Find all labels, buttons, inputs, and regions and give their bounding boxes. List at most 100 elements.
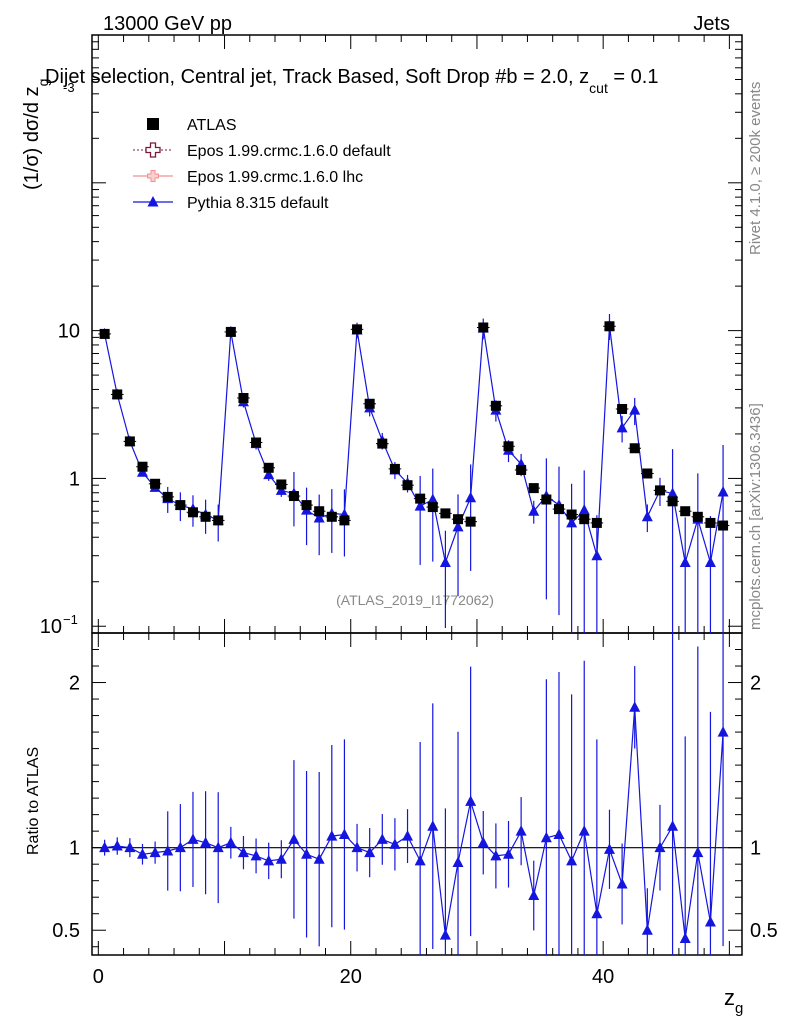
ratio-point (654, 841, 666, 853)
atlas-point (705, 517, 716, 528)
atlas-point (490, 400, 501, 411)
ratio-point (427, 820, 439, 831)
atlas-point (629, 443, 640, 454)
atlas-point (339, 515, 350, 526)
pythia-point (717, 485, 729, 497)
atlas-point (124, 436, 135, 447)
ratio-point (149, 846, 161, 858)
atlas-point (579, 514, 590, 525)
ratio-point (364, 846, 376, 858)
ratio-point (528, 889, 540, 901)
atlas-point (301, 500, 312, 511)
main-y-tick-label: 1 (69, 468, 80, 490)
ratio-point (465, 795, 477, 806)
mcplots-label: mcplots.cern.ch [arXiv:1306.3436] (747, 403, 764, 630)
ratio-point (376, 833, 388, 844)
atlas-point (213, 515, 224, 526)
x-axis-title: zg (724, 985, 743, 1017)
ratio-point (313, 853, 325, 864)
ratio-point (288, 833, 300, 844)
atlas-point (263, 462, 274, 473)
pythia-point (465, 491, 477, 503)
atlas-point (440, 508, 451, 519)
plot-title-tail: = 0.1 (608, 66, 659, 88)
legend-marker-epos-lhc (147, 170, 159, 182)
atlas-point (276, 479, 287, 490)
pythia-point (667, 487, 679, 499)
pythia-point (704, 556, 716, 567)
legend: ATLAS Epos 1.99.crmc.1.6.0 default Epos 1.… (133, 117, 391, 212)
ratio-point (250, 849, 262, 861)
ratio-point (99, 841, 111, 853)
atlas-point (377, 438, 388, 449)
main-series-layer (98, 313, 730, 633)
main-y-axis-title-main: (1/σ) dσ/d z (21, 86, 43, 190)
ratio-y-tick-label-right: 0.5 (750, 920, 778, 942)
atlas-point (566, 509, 577, 520)
pythia-point (263, 468, 275, 480)
atlas-point (415, 493, 426, 504)
header-right: Jets (693, 13, 730, 35)
atlas-point (225, 326, 236, 337)
header-left: 13000 GeV pp (103, 13, 232, 35)
ratio-point (275, 853, 287, 864)
ratio-y-tick-label-right: 1 (750, 838, 761, 860)
legend-label: Epos 1.99.crmc.1.6.0 default (187, 143, 391, 160)
pythia-point (528, 505, 540, 516)
pythia-point (629, 404, 641, 415)
pythia-point (566, 516, 578, 528)
atlas-point (200, 511, 211, 522)
pythia-point (679, 556, 691, 567)
ratio-point (503, 848, 515, 859)
atlas-point (150, 478, 161, 489)
pythia-point (313, 511, 325, 523)
plot-title: Dijet selection, Central jet, Track Base… (45, 66, 658, 96)
atlas-point (175, 500, 186, 511)
ratio-point (641, 924, 653, 935)
pythia-point (427, 493, 439, 505)
ratio-point (402, 830, 414, 841)
ratio-point (629, 701, 641, 712)
ratio-point (679, 932, 691, 943)
atlas-point (288, 491, 299, 502)
atlas-point (541, 494, 552, 505)
ratio-point (389, 838, 401, 849)
ratio-point (452, 856, 464, 868)
ratio-point (704, 915, 716, 927)
atlas-point (591, 517, 602, 528)
atlas-point (642, 468, 653, 479)
atlas-point (528, 483, 539, 494)
legend-marker-pythia (147, 196, 159, 207)
atlas-point (692, 511, 703, 522)
atlas-point (503, 441, 514, 452)
ratio-point (477, 836, 489, 848)
atlas-point (427, 502, 438, 513)
x-axis-title-main: z (724, 985, 735, 1010)
ratio-point (351, 841, 363, 853)
main-y-tick-exponent: −1 (63, 612, 78, 627)
pythia-point (275, 484, 287, 495)
atlas-point (112, 389, 123, 400)
ratio-series-layer (99, 633, 729, 955)
ratio-axis-ticks: 0.5 0.51 12 20 20 40 (52, 633, 778, 988)
pythia-point (414, 500, 426, 511)
atlas-point (162, 491, 173, 502)
ratio-y-tick-label: 0.5 (52, 920, 80, 942)
ratio-point (225, 836, 237, 848)
atlas-point (478, 322, 489, 333)
atlas-point (364, 398, 375, 409)
atlas-point (99, 328, 110, 339)
pythia-point (641, 510, 653, 522)
ratio-point (187, 833, 199, 844)
ratio-point (717, 726, 729, 737)
ratio-point (326, 830, 338, 841)
ratio-point (515, 825, 527, 836)
ratio-point (439, 929, 451, 940)
legend-marker-epos-default (145, 142, 161, 158)
atlas-point (352, 324, 363, 335)
ratio-point (162, 844, 174, 856)
ratio-point (540, 831, 552, 843)
ratio-point (553, 828, 565, 839)
atlas-point (314, 506, 325, 517)
